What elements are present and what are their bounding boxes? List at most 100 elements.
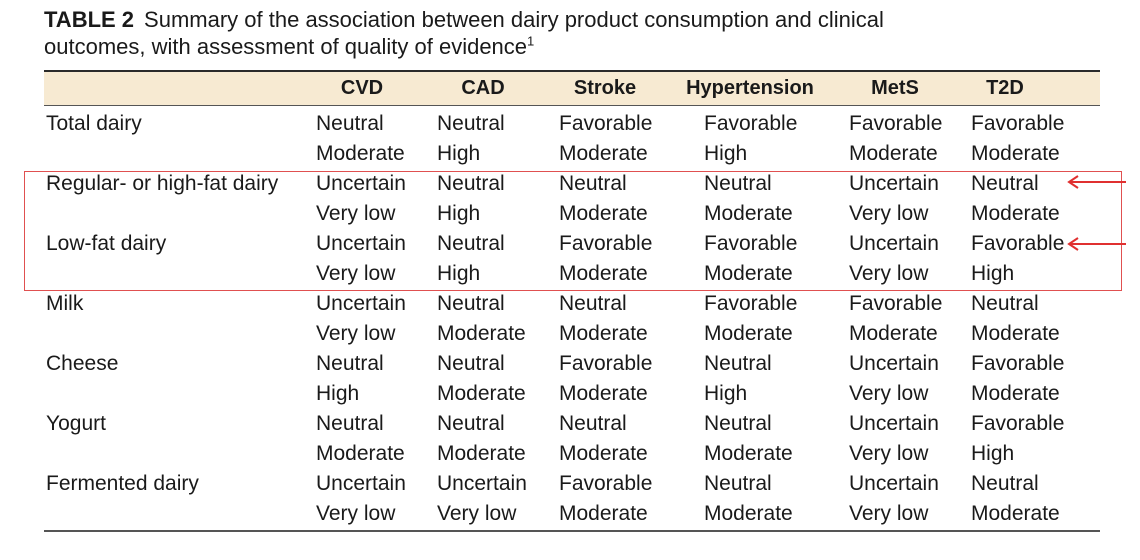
quality-cell: Very low: [849, 202, 929, 225]
association-cell: Favorable: [559, 352, 653, 375]
association-cell: Neutral: [704, 472, 772, 495]
table-label: TABLE 2: [44, 7, 135, 32]
column-header: T2D: [986, 77, 1024, 99]
association-cell: Neutral: [316, 352, 384, 375]
quality-cell: Moderate: [971, 202, 1060, 225]
quality-cell: Moderate: [971, 142, 1060, 165]
quality-cell: Moderate: [704, 502, 793, 525]
association-cell: Neutral: [559, 292, 627, 315]
column-header: CVD: [340, 77, 384, 99]
table-header-band: [44, 72, 1100, 105]
association-cell: Neutral: [316, 112, 384, 135]
quality-cell: Very low: [316, 262, 396, 285]
arrow-icon: [1067, 175, 1126, 189]
quality-cell: Moderate: [704, 262, 793, 285]
quality-cell: High: [704, 382, 748, 405]
quality-cell: Moderate: [849, 322, 938, 345]
row-label: Milk: [46, 292, 84, 315]
association-cell: Neutral: [704, 412, 772, 435]
arrow-icon: [1067, 237, 1126, 251]
association-cell: Favorable: [971, 352, 1065, 375]
association-cell: Favorable: [704, 232, 798, 255]
association-cell: Uncertain: [316, 472, 406, 495]
association-cell: Uncertain: [316, 172, 406, 195]
association-cell: Neutral: [704, 352, 772, 375]
association-cell: Neutral: [437, 172, 505, 195]
association-cell: Uncertain: [849, 232, 939, 255]
column-header: Hypertension: [686, 77, 814, 99]
association-cell: Favorable: [849, 292, 943, 315]
association-cell: Neutral: [559, 172, 627, 195]
table-header-rule: [44, 105, 1100, 106]
caption-line-2: outcomes, with assessment of quality of …: [44, 34, 528, 59]
quality-cell: Moderate: [559, 262, 648, 285]
association-cell: Favorable: [971, 412, 1065, 435]
quality-cell: Moderate: [559, 442, 648, 465]
quality-cell: Moderate: [971, 502, 1060, 525]
association-cell: Uncertain: [849, 472, 939, 495]
quality-cell: High: [971, 442, 1015, 465]
quality-cell: Moderate: [316, 142, 405, 165]
association-cell: Favorable: [704, 112, 798, 135]
quality-cell: Moderate: [849, 142, 938, 165]
association-cell: Neutral: [437, 232, 505, 255]
quality-cell: Moderate: [437, 442, 526, 465]
quality-cell: Moderate: [316, 442, 405, 465]
highlight-box: [24, 171, 1122, 291]
association-cell: Uncertain: [849, 352, 939, 375]
quality-cell: Moderate: [559, 322, 648, 345]
quality-cell: Very low: [316, 502, 396, 525]
row-label: Low-fat dairy: [46, 232, 167, 255]
association-cell: Uncertain: [849, 172, 939, 195]
quality-cell: Very low: [316, 202, 396, 225]
quality-cell: High: [437, 262, 481, 285]
quality-cell: Moderate: [704, 202, 793, 225]
association-cell: Neutral: [971, 172, 1039, 195]
quality-cell: Moderate: [559, 382, 648, 405]
table-caption: TABLE 2 Summary of the association betwee…: [44, 6, 1104, 60]
quality-cell: High: [971, 262, 1015, 285]
association-cell: Uncertain: [849, 412, 939, 435]
quality-cell: Very low: [849, 382, 929, 405]
caption-footnote-mark: 1: [527, 33, 535, 49]
column-header: MetS: [871, 77, 919, 99]
quality-cell: Very low: [849, 442, 929, 465]
association-cell: Favorable: [971, 232, 1065, 255]
quality-cell: Moderate: [704, 322, 793, 345]
table-bottom-rule: [44, 530, 1100, 532]
quality-cell: Moderate: [437, 382, 526, 405]
association-cell: Favorable: [559, 472, 653, 495]
quality-cell: Moderate: [971, 382, 1060, 405]
association-cell: Neutral: [971, 292, 1039, 315]
quality-cell: Very low: [316, 322, 396, 345]
column-header: CAD: [461, 77, 505, 99]
association-cell: Uncertain: [316, 232, 406, 255]
quality-cell: Moderate: [559, 202, 648, 225]
association-cell: Neutral: [437, 352, 505, 375]
column-header: Stroke: [573, 77, 637, 99]
annotation-arrows: [1067, 175, 1126, 251]
association-cell: Neutral: [437, 112, 505, 135]
row-label: Yogurt: [46, 412, 106, 435]
table-top-rule: [44, 70, 1100, 72]
association-cell: Neutral: [437, 412, 505, 435]
quality-cell: Moderate: [437, 322, 526, 345]
association-cell: Neutral: [316, 412, 384, 435]
quality-cell: Very low: [437, 502, 517, 525]
association-cell: Neutral: [559, 412, 627, 435]
quality-cell: Moderate: [559, 502, 648, 525]
association-cell: Uncertain: [437, 472, 527, 495]
quality-cell: High: [704, 142, 748, 165]
row-label: Total dairy: [46, 112, 142, 135]
row-label: Cheese: [46, 352, 119, 375]
association-cell: Neutral: [971, 472, 1039, 495]
quality-cell: Moderate: [559, 142, 648, 165]
quality-cell: High: [437, 202, 481, 225]
caption-line-1: Summary of the association between dairy…: [144, 7, 884, 32]
quality-cell: Very low: [849, 502, 929, 525]
association-cell: Favorable: [559, 112, 653, 135]
association-cell: Favorable: [971, 112, 1065, 135]
association-cell: Favorable: [704, 292, 798, 315]
association-cell: Neutral: [704, 172, 772, 195]
association-cell: Neutral: [437, 292, 505, 315]
